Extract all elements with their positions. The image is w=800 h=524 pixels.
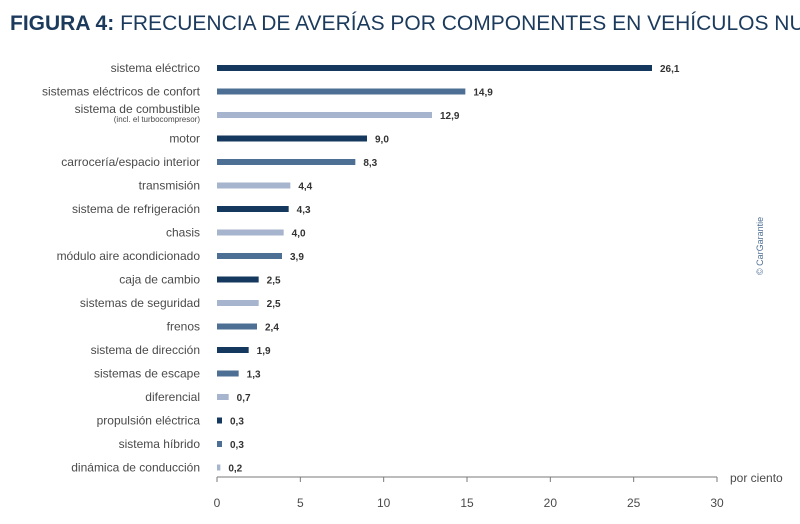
category-label: carrocería/espacio interior	[61, 155, 200, 169]
bar	[217, 229, 284, 236]
value-label: 0,7	[237, 393, 251, 404]
value-label: 1,9	[257, 346, 271, 357]
x-tick-label: 30	[710, 496, 724, 510]
bar	[217, 394, 229, 400]
value-label: 2,4	[265, 323, 279, 334]
category-label: motor	[169, 132, 200, 146]
bar	[217, 276, 259, 283]
category-label: sistema de refrigeración	[72, 202, 200, 216]
category-label: sistema de dirección	[91, 343, 200, 357]
category-label: sistema eléctrico	[111, 61, 201, 75]
x-axis: 0 5 10 15 20 25 30 por ciento	[214, 471, 783, 510]
x-axis-label: por ciento	[730, 471, 783, 485]
category-label: sistema de combustible	[75, 102, 201, 116]
x-tick-label: 0	[214, 496, 221, 510]
bar	[217, 112, 432, 118]
category-label: sistema híbrido	[119, 437, 201, 451]
category-label: transmisión	[139, 179, 200, 193]
bar	[217, 182, 291, 189]
bar	[217, 300, 259, 306]
chart-title: FIGURA 4: FRECUENCIA DE AVERÍAS POR COMP…	[10, 12, 800, 35]
value-label: 3,9	[290, 252, 304, 263]
category-label: dinámica de conducción	[71, 461, 200, 475]
value-label: 0,3	[230, 417, 244, 428]
value-label: 9,0	[375, 135, 389, 146]
bar	[217, 206, 289, 212]
source-credit: © CarGarantie	[755, 217, 765, 275]
value-label: 12,9	[440, 111, 460, 122]
category-label: módulo aire acondicionado	[57, 249, 201, 263]
x-tick-label: 5	[297, 496, 304, 510]
bar	[217, 441, 222, 447]
value-label: 26,1	[660, 64, 680, 75]
value-label: 4,4	[298, 182, 312, 193]
bar	[217, 347, 249, 353]
bar	[217, 323, 257, 330]
category-sublabel: (incl. el turbocompresor)	[114, 115, 201, 124]
bar	[217, 159, 356, 165]
bar	[217, 370, 239, 377]
value-label: 4,0	[292, 229, 306, 240]
chart-title-bold: FIGURA 4:	[10, 12, 114, 35]
bars-layer: sistema eléctrico 26,1 sistemas eléctricos…	[42, 61, 680, 475]
category-label: chasis	[166, 226, 200, 240]
x-tick-label: 20	[544, 496, 558, 510]
value-label: 0,2	[228, 464, 242, 475]
value-label: 2,5	[267, 276, 281, 287]
category-label: frenos	[167, 320, 200, 334]
category-label: sistemas eléctricos de confort	[42, 85, 201, 99]
value-label: 0,3	[230, 440, 244, 451]
chart-title-rest: FRECUENCIA DE AVERÍAS POR COMPONENTES EN…	[114, 12, 800, 35]
category-label: diferencial	[145, 390, 200, 404]
x-tick-label: 15	[460, 496, 474, 510]
category-label: sistemas de escape	[94, 367, 200, 381]
bar	[217, 464, 221, 471]
category-label: caja de cambio	[119, 273, 200, 287]
value-label: 8,3	[363, 158, 377, 169]
category-label: sistemas de seguridad	[80, 296, 200, 310]
bar	[217, 65, 652, 71]
bar	[217, 253, 282, 259]
bar	[217, 135, 367, 142]
value-label: 2,5	[267, 299, 281, 310]
bar	[217, 417, 222, 424]
value-label: 1,3	[247, 370, 261, 381]
value-label: 4,3	[297, 205, 311, 216]
category-label: propulsión eléctrica	[97, 414, 201, 428]
x-tick-label: 25	[627, 496, 641, 510]
bar	[217, 88, 466, 95]
x-tick-label: 10	[377, 496, 391, 510]
value-label: 14,9	[473, 88, 493, 99]
